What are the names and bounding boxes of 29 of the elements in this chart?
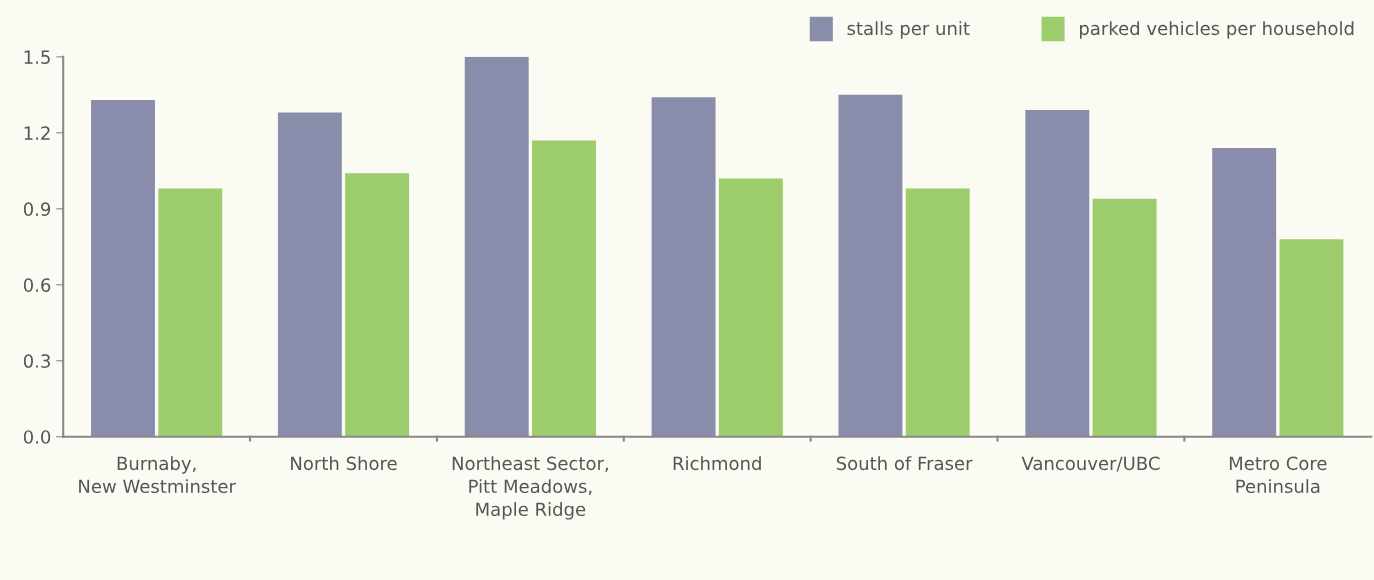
bar [464, 56, 529, 437]
x-tick-label: Burnaby, New Westminster [79, 456, 236, 494]
y-tick-label: 0.9 [23, 202, 51, 216]
bar [91, 99, 155, 437]
legend-label: stalls per unit [847, 21, 970, 39]
bar [838, 94, 903, 437]
bar [718, 178, 783, 437]
bar [651, 97, 716, 437]
y-tick-label: 1.2 [24, 126, 50, 140]
bar [1092, 198, 1157, 437]
bar [1025, 110, 1090, 437]
bar [1279, 239, 1344, 437]
legend-label: parked vehicles per household [1079, 21, 1354, 39]
bar [905, 188, 970, 437]
bar [345, 173, 410, 437]
bar [1212, 148, 1277, 437]
x-tick-label: Richmond [673, 456, 761, 471]
y-tick-label: 0.6 [23, 278, 51, 292]
x-tick-label: North Shore [291, 456, 397, 471]
bar [532, 140, 596, 437]
y-tick-label: 0.0 [23, 430, 51, 444]
x-tick-label: Northeast Sector, Pitt Meadows, Maple Ridge [452, 456, 608, 520]
bar [158, 188, 223, 437]
bar [277, 112, 342, 437]
y-tick-label: 1.5 [24, 50, 50, 64]
y-tick-label: 0.3 [23, 354, 50, 368]
x-tick-label: Vancouver/UBC [1021, 456, 1160, 472]
x-tick-label: South of Fraser [836, 456, 973, 471]
x-tick-label: Metro Core Peninsula [1229, 456, 1327, 494]
